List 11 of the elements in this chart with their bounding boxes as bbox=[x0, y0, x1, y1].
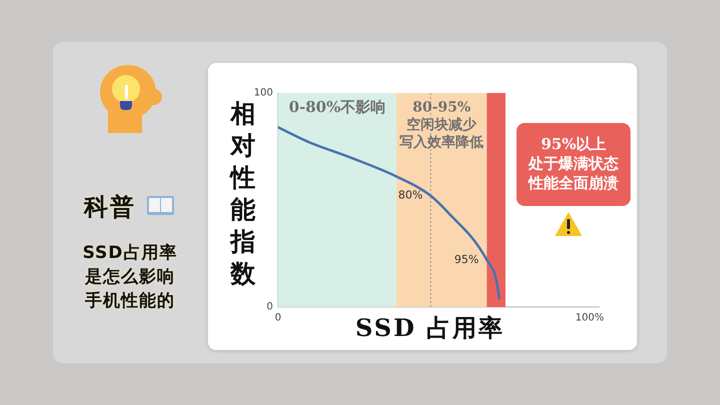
text: SSD占用率是怎么影响手机性能的 bbox=[82, 242, 178, 313]
band-label: 0-80%不影响 bbox=[288, 98, 386, 116]
y-tick-label: 100 bbox=[254, 88, 273, 99]
y-axis-title: 相对性能指数 bbox=[229, 98, 256, 290]
text: 科普 bbox=[84, 192, 136, 222]
x-axis-title: SSD 占用率 bbox=[355, 313, 505, 342]
x-tick-label: 100% bbox=[575, 312, 604, 324]
band-label: 80-95% 空闲块减少写入效率降低 bbox=[400, 100, 484, 151]
band-label: 95%以上处于爆满状态性能全面崩溃 bbox=[528, 134, 619, 192]
annotation: 95% bbox=[454, 252, 479, 266]
annotation: 80% bbox=[398, 188, 423, 202]
